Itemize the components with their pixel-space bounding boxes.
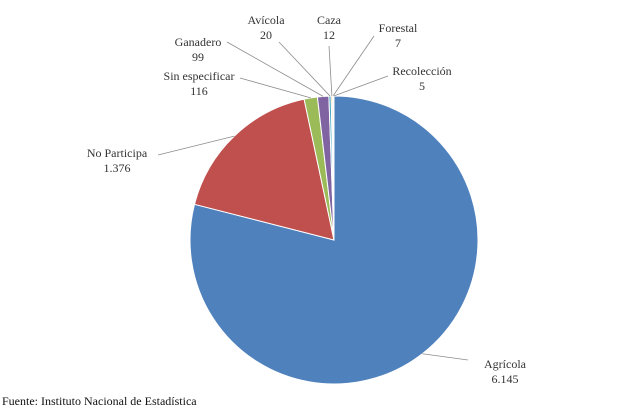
slice-label: Avícola	[247, 13, 285, 27]
leader-line	[239, 77, 311, 99]
slice-value-label: 99	[192, 50, 204, 64]
slice-value-label: 6.145	[492, 372, 519, 386]
leader-line	[332, 35, 375, 97]
leader-line	[157, 135, 235, 156]
slice-label: No Participa	[87, 146, 148, 160]
source-note: Fuente: Instituto Nacional de Estadístic…	[2, 394, 197, 408]
leader-line	[328, 45, 333, 97]
slice-label: Recolección	[392, 64, 451, 78]
pie-slice-recolección	[332, 95, 335, 241]
slice-value-label: 116	[190, 84, 208, 98]
slice-value-label: 12	[323, 28, 335, 42]
slice-value-label: 5	[419, 79, 425, 93]
slice-value-label: 7	[395, 36, 401, 50]
leader-line	[278, 41, 331, 97]
slice-label: Sin especificar	[164, 69, 235, 83]
pie-slice-no-participa	[193, 98, 335, 241]
slice-label: Caza	[317, 13, 342, 27]
slice-label: Ganadero	[175, 35, 222, 49]
leader-line	[226, 41, 324, 97]
leader-line	[422, 353, 469, 361]
leader-line	[333, 75, 389, 97]
slice-label: Forestal	[379, 21, 418, 35]
slice-label: Agrícola	[484, 357, 527, 371]
slice-value-label: 1.376	[104, 161, 131, 175]
slice-value-label: 20	[260, 28, 272, 42]
